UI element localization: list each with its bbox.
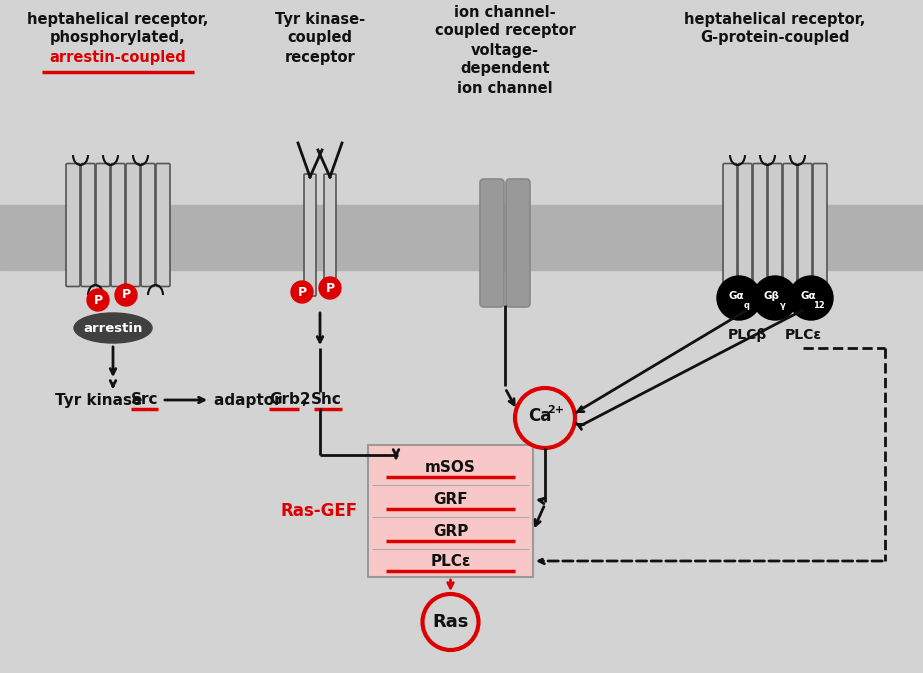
Text: receptor: receptor: [284, 50, 355, 65]
Text: P: P: [122, 289, 130, 302]
Text: GRP: GRP: [433, 524, 468, 538]
FancyBboxPatch shape: [768, 164, 782, 287]
FancyBboxPatch shape: [798, 164, 812, 287]
FancyBboxPatch shape: [156, 164, 170, 287]
Text: ion channel-: ion channel-: [454, 5, 556, 20]
Text: heptahelical receptor,: heptahelical receptor,: [28, 12, 209, 27]
Text: Ras-GEF: Ras-GEF: [281, 502, 358, 520]
FancyBboxPatch shape: [723, 164, 737, 287]
Text: Gα: Gα: [800, 291, 816, 301]
FancyBboxPatch shape: [81, 164, 95, 287]
Circle shape: [319, 277, 341, 299]
FancyBboxPatch shape: [480, 179, 504, 307]
Text: Gα: Gα: [728, 291, 744, 301]
Text: Grb2: Grb2: [269, 392, 311, 407]
FancyBboxPatch shape: [111, 164, 125, 287]
Bar: [0, 205, 923, 270]
Text: G-protein-coupled: G-protein-coupled: [701, 30, 850, 45]
FancyBboxPatch shape: [753, 164, 767, 287]
FancyBboxPatch shape: [738, 164, 752, 287]
FancyBboxPatch shape: [304, 174, 316, 296]
Text: coupled receptor: coupled receptor: [435, 23, 575, 38]
FancyBboxPatch shape: [141, 164, 155, 287]
Text: GRF: GRF: [433, 491, 468, 507]
Bar: [368, 445, 533, 577]
Text: Src: Src: [131, 392, 159, 407]
Ellipse shape: [74, 313, 152, 343]
Text: dependent: dependent: [461, 61, 550, 76]
Circle shape: [717, 276, 761, 320]
Circle shape: [87, 289, 109, 311]
FancyBboxPatch shape: [813, 164, 827, 287]
FancyBboxPatch shape: [324, 174, 336, 296]
Text: Shc: Shc: [311, 392, 342, 407]
Text: Ca: Ca: [528, 407, 552, 425]
Circle shape: [789, 276, 833, 320]
Text: mSOS: mSOS: [426, 460, 476, 474]
Text: ,: ,: [302, 392, 313, 407]
Text: PLCε: PLCε: [430, 553, 471, 569]
Text: Tyr kinase: Tyr kinase: [55, 392, 148, 407]
Text: Ras: Ras: [432, 613, 469, 631]
Text: coupled: coupled: [287, 30, 353, 45]
Text: 2+: 2+: [547, 405, 565, 415]
FancyBboxPatch shape: [783, 164, 797, 287]
Text: q: q: [744, 302, 750, 310]
Text: 12: 12: [813, 302, 825, 310]
Text: P: P: [326, 281, 334, 295]
Text: Tyr kinase-: Tyr kinase-: [275, 12, 366, 27]
Text: ion channel: ion channel: [457, 81, 553, 96]
Text: arrestin-coupled: arrestin-coupled: [50, 50, 186, 65]
Text: arrestin: arrestin: [83, 322, 143, 334]
Text: Gβ: Gβ: [764, 291, 780, 301]
Text: heptahelical receptor,: heptahelical receptor,: [684, 12, 866, 27]
Circle shape: [115, 284, 137, 306]
Text: PLCε: PLCε: [785, 328, 821, 342]
Circle shape: [291, 281, 313, 303]
FancyBboxPatch shape: [96, 164, 110, 287]
FancyBboxPatch shape: [66, 164, 80, 287]
Text: adaptor: adaptor: [214, 392, 287, 407]
Text: PLCβ: PLCβ: [727, 328, 767, 342]
Text: P: P: [93, 293, 102, 306]
FancyBboxPatch shape: [506, 179, 530, 307]
Text: voltage-: voltage-: [471, 43, 539, 58]
FancyBboxPatch shape: [126, 164, 140, 287]
Text: phosphorylated,: phosphorylated,: [50, 30, 186, 45]
Text: P: P: [297, 285, 306, 299]
Circle shape: [753, 276, 797, 320]
Text: γ: γ: [780, 302, 785, 310]
